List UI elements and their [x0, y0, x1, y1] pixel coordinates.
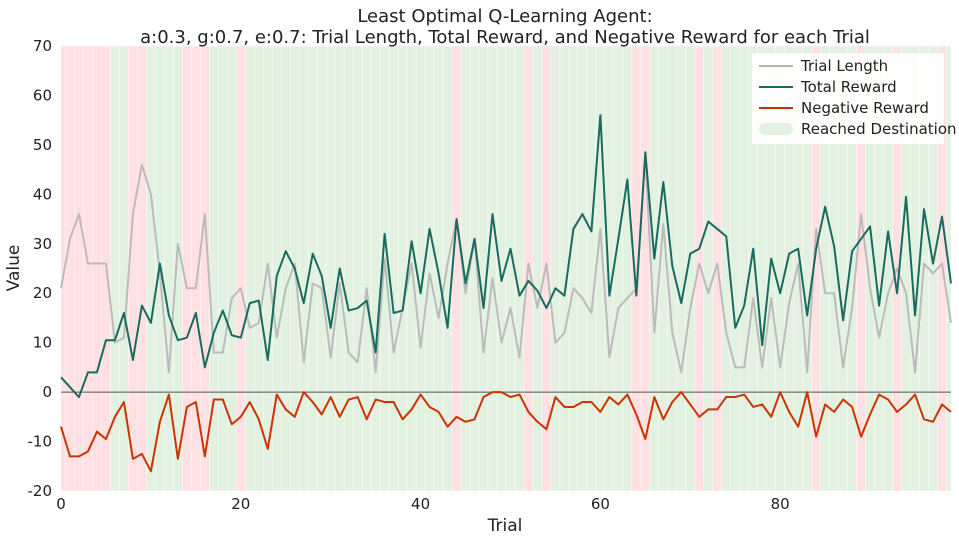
trial-band-75: [730, 45, 741, 492]
trial-band-33: [352, 45, 363, 492]
trial-band-57: [568, 45, 579, 492]
x-tick-label-40: 40: [411, 495, 430, 513]
trial-band-38: [397, 45, 408, 492]
y-tick-label-0: 0: [42, 383, 52, 401]
trial-band-69: [676, 45, 687, 492]
legend-swatch-reached: [759, 123, 793, 135]
trial-band-27: [298, 45, 309, 492]
trial-band-32: [343, 45, 354, 492]
x-tick-label-20: 20: [231, 495, 250, 513]
trial-band-21: [244, 45, 255, 492]
chart-title-line-1: Least Optimal Q-Learning Agent:: [357, 6, 652, 27]
chart-title-line-2: a:0.3, g:0.7, e:0.7: Trial Length, Total…: [140, 27, 870, 48]
y-tick-label-minus-10: -10: [28, 433, 53, 451]
trial-band-55: [550, 45, 561, 492]
trial-band-34: [361, 45, 372, 492]
y-tick-label-60: 60: [33, 86, 52, 104]
legend-label-negative-reward: Negative Reward: [801, 99, 929, 117]
trial-band-76: [739, 45, 750, 492]
trial-band-4: [92, 45, 102, 492]
legend-label-total-reward: Total Reward: [800, 78, 897, 96]
trial-band-62: [613, 45, 624, 492]
y-tick-label-40: 40: [33, 185, 52, 203]
trial-band-63: [622, 45, 633, 492]
x-tick-label-0: 0: [56, 495, 66, 513]
y-tick-label-50: 50: [33, 136, 52, 154]
trial-band-37: [388, 45, 399, 492]
legend: Trial Length Total Reward Negative Reward R…: [752, 53, 957, 144]
series-line-negative-reward: [60, 391, 952, 473]
legend-label-trial-length: Trial Length: [800, 57, 888, 75]
trial-band-61: [604, 45, 615, 492]
legend-label-reached: Reached Destination: [801, 120, 957, 138]
trial-band-30: [325, 45, 336, 492]
series-line-total-reward: [60, 114, 952, 399]
series-layer: [60, 114, 952, 473]
y-tick-label-30: 30: [33, 235, 52, 253]
trial-band-35: [370, 45, 381, 492]
trial-band-72: [703, 45, 714, 492]
y-tick-label-10: 10: [33, 334, 52, 352]
trial-band-41: [424, 45, 435, 492]
y-tick-label-minus-20: -20: [28, 482, 53, 500]
y-axis-label: Value: [4, 245, 24, 292]
x-tick-label-80: 80: [771, 495, 790, 513]
trial-band-20: [236, 45, 246, 492]
x-tick-label-60: 60: [591, 495, 610, 513]
y-tick-label-70: 70: [33, 37, 52, 55]
trial-band-10: [146, 45, 156, 492]
trial-band-3: [83, 45, 93, 492]
x-axis-ticks: 0 20 40 60 80: [56, 495, 790, 513]
trial-band-1: [65, 45, 75, 492]
trial-band-18: [218, 45, 228, 492]
x-axis-label: Trial: [487, 516, 523, 536]
trial-band-59: [586, 45, 597, 492]
trial-band-2: [74, 45, 84, 492]
trial-band-9: [137, 45, 147, 492]
trial-band-22: [253, 45, 264, 492]
trial-band-13: [173, 45, 183, 492]
trial-band-25: [280, 45, 291, 492]
trial-band-51: [514, 45, 525, 492]
trial-band-48: [487, 45, 498, 492]
series-line-trial-length: [60, 153, 952, 374]
y-tick-label-20: 20: [33, 284, 52, 302]
trial-band-58: [577, 45, 588, 492]
y-axis-ticks: -20 -10 0 10 20 30 40 50 60 70: [28, 37, 53, 500]
